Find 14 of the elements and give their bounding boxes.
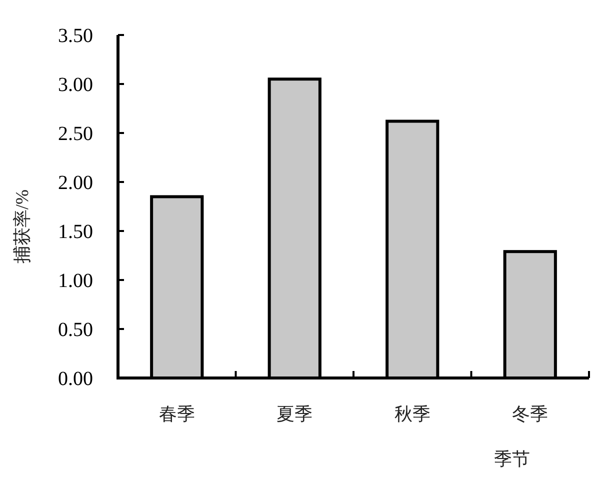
y-tick-label: 0.50 [58,319,93,341]
y-tick-label: 3.50 [58,25,93,47]
x-tick-label: 春季 [158,404,195,424]
x-tick-label: 秋季 [394,404,430,424]
x-axis-title: 季节 [494,449,530,469]
y-tick-label: 3.00 [58,74,93,96]
y-tick-label: 2.00 [58,172,93,194]
y-axis-title: 捕获率/% [12,190,32,264]
y-tick-label: 1.50 [58,221,93,243]
x-tick-label: 冬季 [512,404,548,424]
y-tick-label: 0.00 [58,368,93,390]
y-tick-label: 2.50 [58,123,93,145]
y-tick-label: 1.00 [58,270,93,292]
x-tick-label: 夏季 [276,404,313,424]
